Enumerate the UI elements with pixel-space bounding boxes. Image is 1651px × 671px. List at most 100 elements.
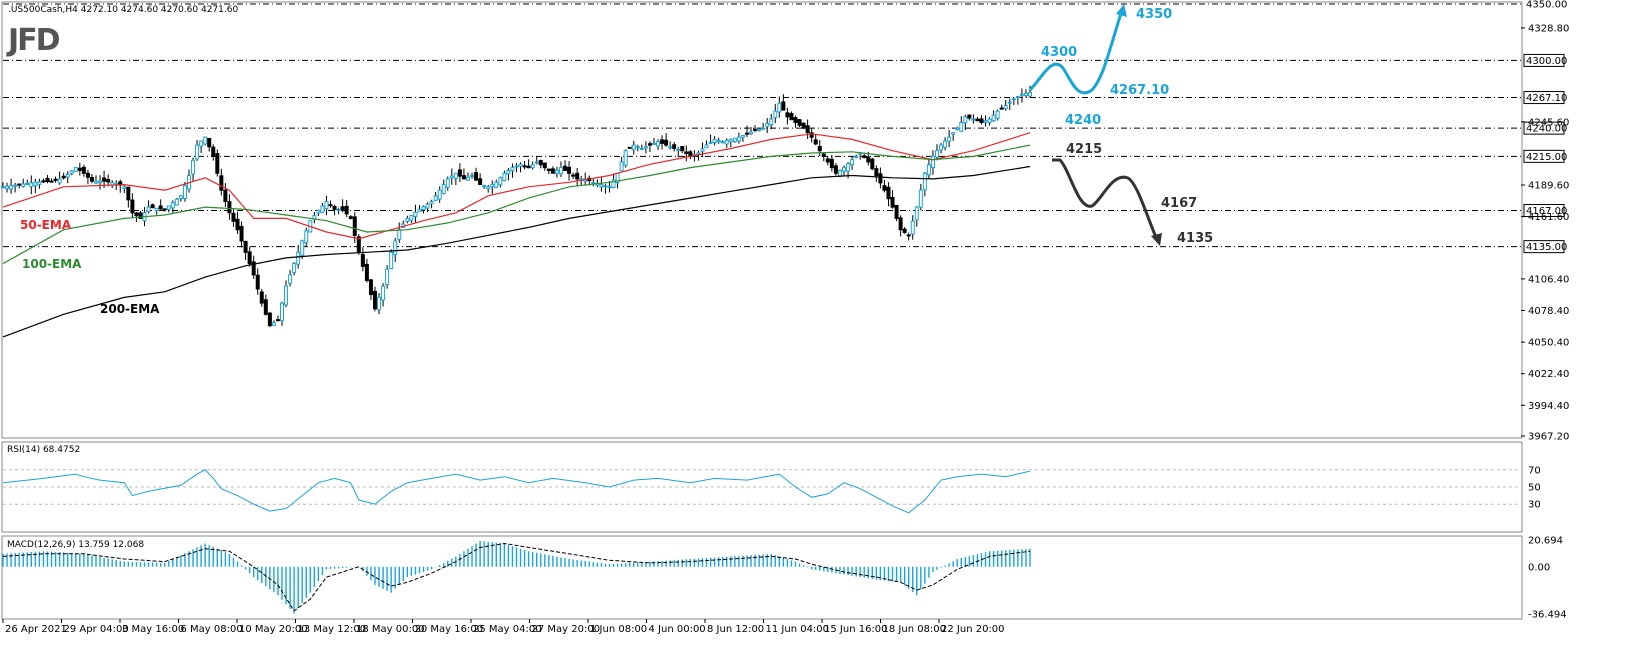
bullish-arrowhead (1116, 4, 1127, 17)
candle-body (223, 189, 228, 202)
candle-body (445, 178, 450, 188)
candle-body (829, 158, 834, 169)
candle-body (93, 180, 98, 184)
candle-body (975, 118, 980, 122)
candle-body (526, 165, 531, 169)
candle-body (304, 230, 309, 244)
rsi-tick-label: 30 (1528, 500, 1541, 511)
candle-body (81, 166, 86, 174)
candle-body (478, 178, 483, 186)
candle-body (1023, 92, 1028, 96)
candle-body (409, 214, 414, 221)
level-label: 4215.00 (1526, 152, 1567, 163)
candle-body (9, 185, 14, 190)
candle-body (296, 251, 301, 265)
proj-label-4267: 4267.10 (1110, 83, 1169, 98)
candle-body (995, 110, 1000, 119)
candle-body (320, 205, 325, 213)
candle-body (874, 168, 879, 177)
time-tick-label: 13 May 12:00 (298, 624, 367, 635)
candle-body (732, 137, 737, 143)
ema50-label: 50-EMA (20, 218, 72, 232)
candle-body (389, 251, 394, 269)
candle-body (910, 220, 915, 235)
candle-body (89, 177, 94, 182)
candle-body (894, 204, 899, 219)
candle-body (854, 155, 859, 158)
200-ema-line (2, 165, 1031, 338)
candle-body (332, 205, 337, 210)
candle-body (457, 169, 462, 177)
candle-body (57, 178, 62, 184)
candle-body (708, 141, 713, 144)
candle-body (599, 184, 604, 188)
time-tick-label: 3 May 16:00 (122, 624, 184, 635)
candle-body (267, 312, 272, 327)
candle-body (29, 182, 34, 187)
candle-body (825, 158, 830, 163)
candle-body (842, 167, 847, 172)
candle-body (664, 139, 669, 146)
time-tick-label: 10 May 20:00 (239, 624, 308, 635)
candle-body (191, 159, 196, 175)
rsi-title: RSI(14) 68.4752 (7, 445, 80, 455)
candle-body (33, 181, 38, 186)
candle-body (429, 200, 434, 205)
candle-body (563, 165, 568, 171)
candle-body (470, 175, 475, 178)
candle-body (510, 167, 515, 172)
time-tick-label: 4 Jun 00:00 (649, 624, 706, 635)
candle-body (591, 181, 596, 184)
level-label: 4167.00 (1526, 206, 1567, 217)
proj-label-4135: 4135 (1177, 231, 1213, 246)
candle-body (785, 112, 790, 118)
candle-body (801, 122, 806, 129)
candle-body (720, 141, 725, 144)
candle-body (13, 184, 18, 187)
price-tick-label: 3967.20 (1528, 432, 1569, 443)
candle-body (918, 189, 923, 208)
level-box (1523, 91, 1565, 105)
candle-body (866, 156, 871, 163)
candle-body (231, 212, 236, 222)
candle-body (251, 261, 256, 276)
time-tick-label: 8 Jun 12:00 (707, 624, 764, 635)
candle-body (1028, 91, 1032, 97)
candle-body (61, 175, 66, 179)
candle-body (348, 216, 353, 219)
price-tick-label: 4022.40 (1528, 369, 1569, 380)
candle-body (316, 210, 321, 214)
level-label: 4350.00 (1526, 0, 1567, 11)
candle-body (623, 150, 628, 166)
symbol-header: .US500Cash,H4 4272.10 4274.60 4270.60 42… (8, 5, 238, 15)
candle-body (494, 181, 499, 188)
candle-body (207, 137, 212, 148)
candle-body (656, 141, 661, 147)
candle-body (554, 169, 559, 174)
candle-body (676, 149, 681, 152)
price-panel (1, 1, 1523, 439)
candle-body (890, 196, 895, 208)
candle-body (870, 158, 875, 170)
level-label-box: 4267.10 (1523, 91, 1567, 105)
candle-body (211, 146, 216, 157)
candle-body (449, 175, 454, 179)
candle-body (154, 207, 159, 212)
candle-body (85, 172, 90, 178)
candle-body (716, 140, 721, 143)
candle-body (178, 195, 183, 199)
candle-body (166, 205, 171, 210)
time-tick-label: 6 May 08:00 (181, 624, 243, 635)
candle-body (753, 128, 758, 131)
time-tick-label: 15 Jun 16:00 (824, 624, 888, 635)
candle-body (368, 279, 373, 296)
candle-body (275, 319, 280, 322)
candle-body (846, 163, 851, 172)
candle-body (49, 180, 54, 183)
candle-body (162, 208, 167, 211)
candle-body (530, 164, 535, 169)
candle-body (906, 234, 911, 237)
candle-body (607, 186, 612, 189)
time-tick-label: 29 Apr 04:00 (64, 624, 129, 635)
